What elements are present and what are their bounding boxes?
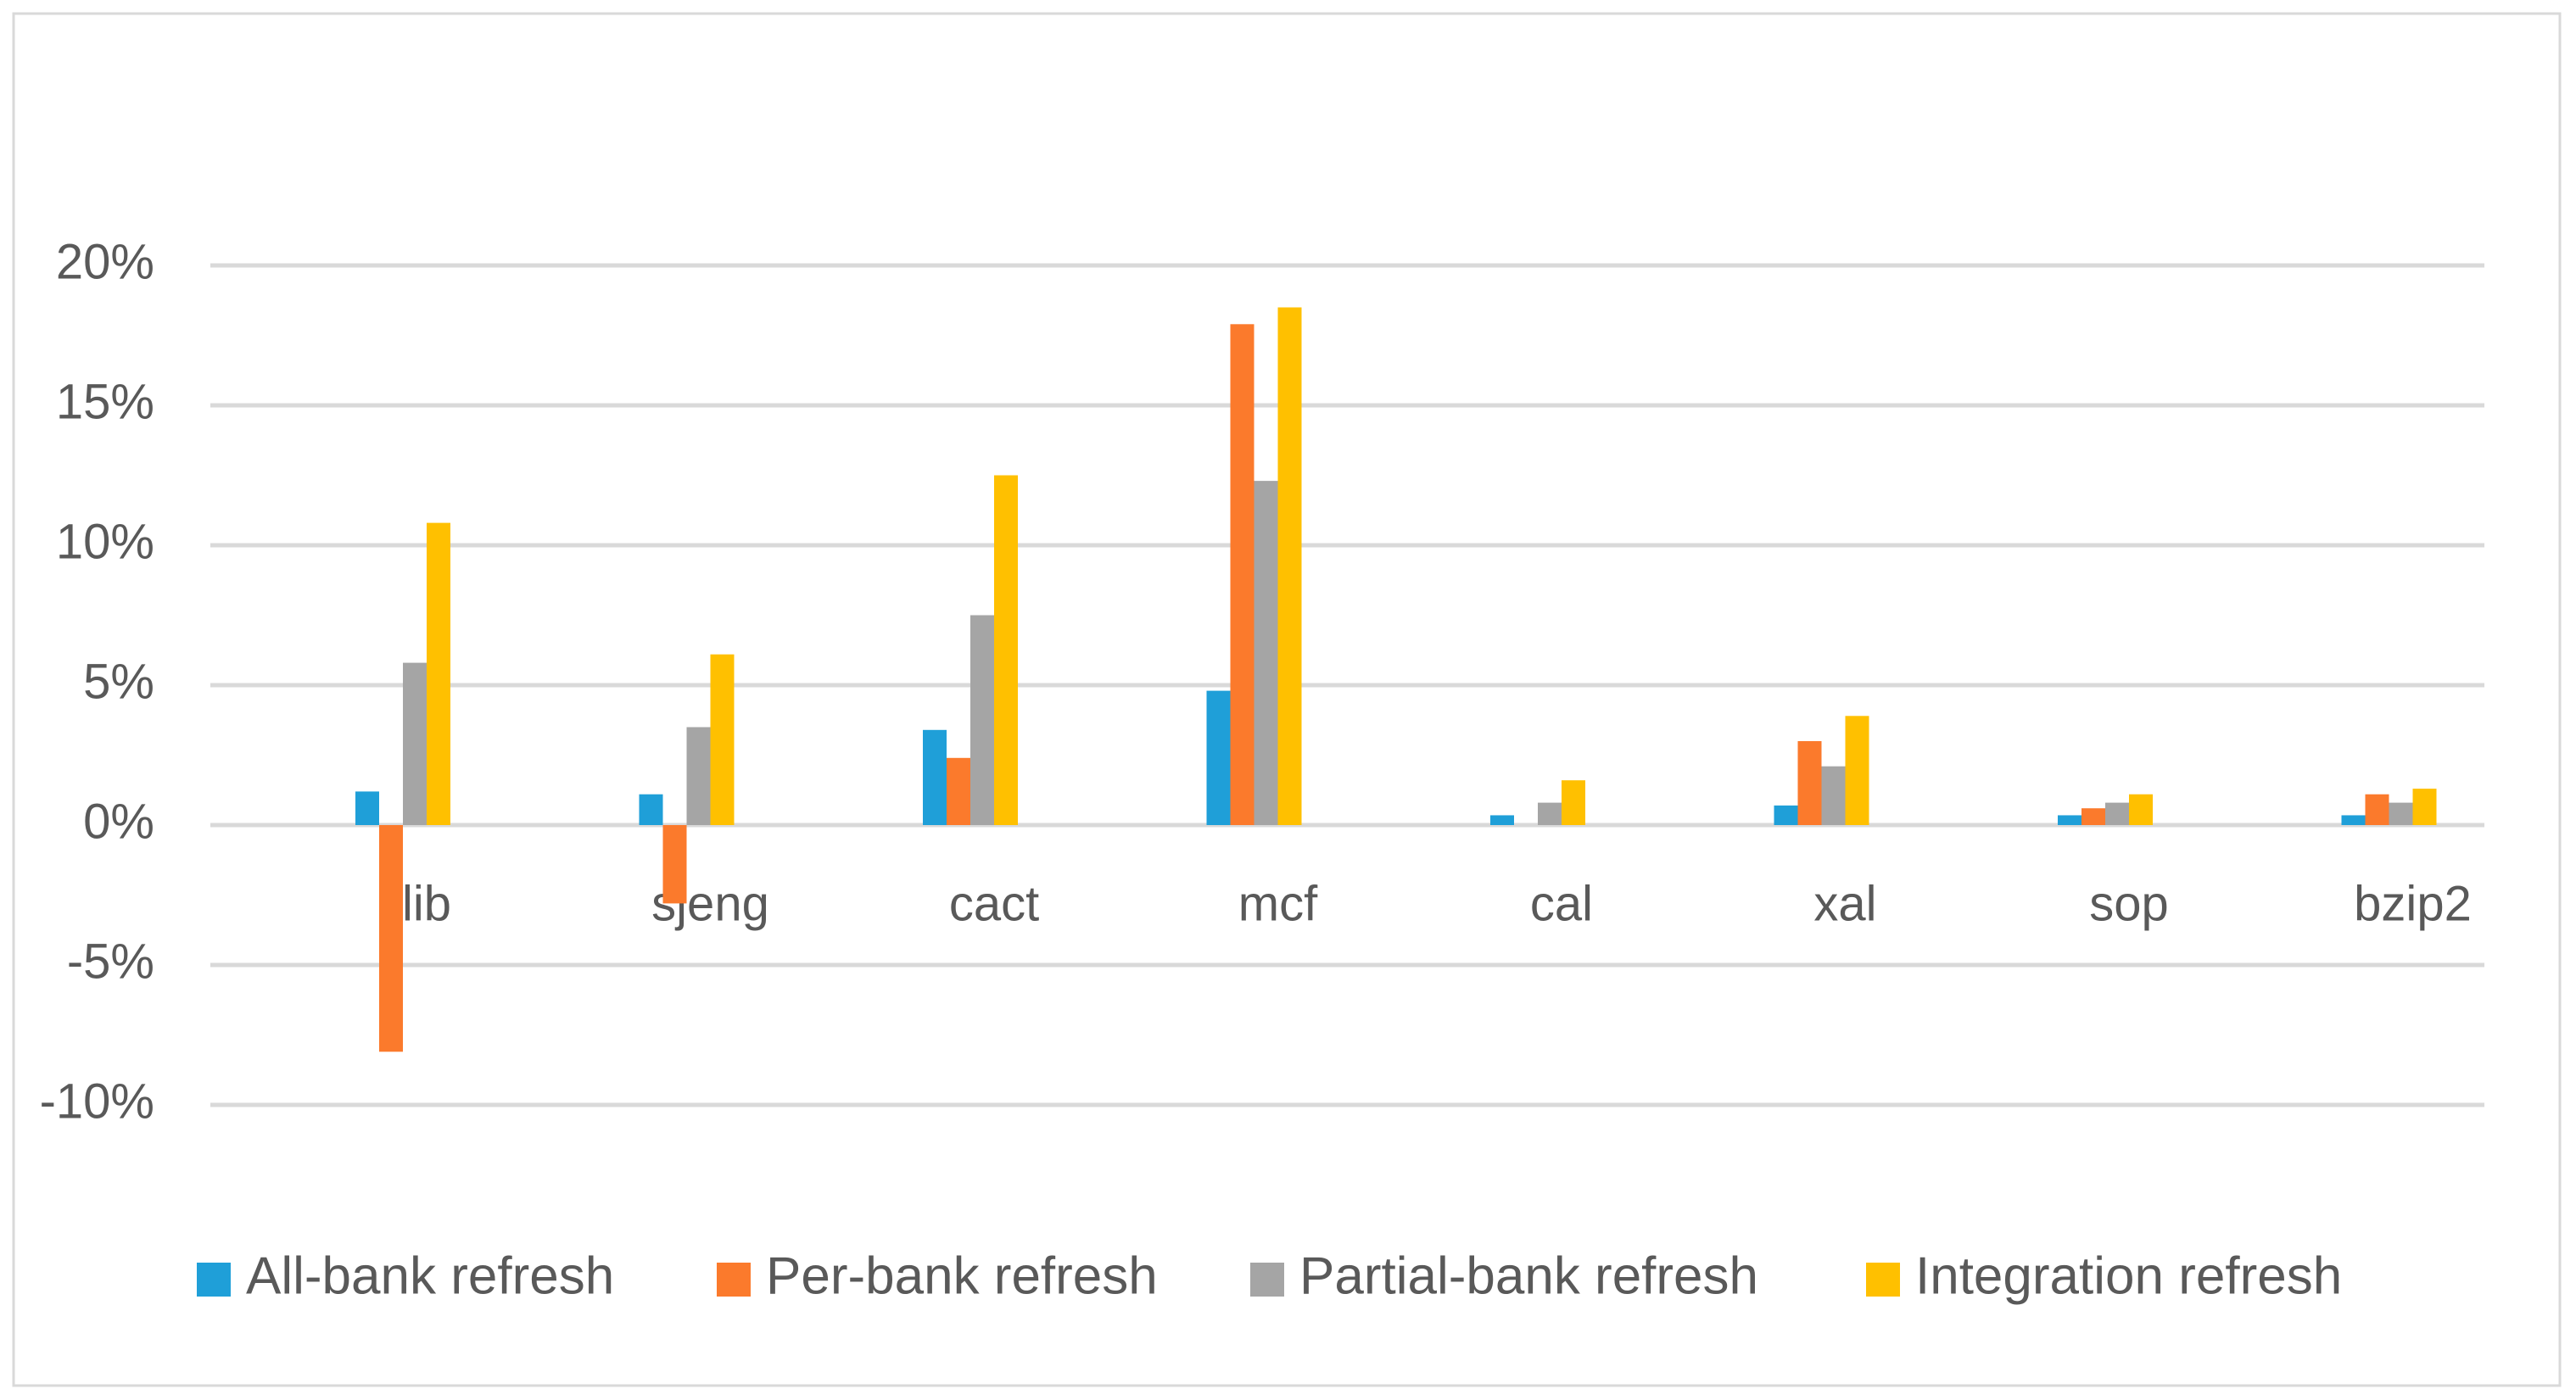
bar (686, 727, 711, 825)
bar (2341, 815, 2366, 825)
bar (2412, 789, 2437, 825)
bar (403, 662, 427, 825)
legend-swatch (1866, 1263, 1900, 1297)
bar (355, 791, 379, 825)
y-tick-label: 10% (56, 514, 154, 569)
bar (947, 757, 970, 825)
bar (2389, 802, 2413, 825)
bar (2105, 802, 2129, 825)
bar (2081, 808, 2105, 825)
x-tick-label: cact (949, 876, 1039, 931)
bar (639, 794, 663, 825)
bar (1206, 690, 1231, 825)
bar (1845, 716, 1869, 825)
bar (662, 825, 687, 904)
y-tick-label: 5% (83, 654, 154, 709)
legend-swatch (717, 1263, 751, 1297)
bar (970, 615, 994, 825)
bar (1562, 780, 1585, 825)
y-tick-label: 20% (56, 234, 154, 289)
bar (1254, 481, 1278, 825)
x-tick-label: sop (2089, 876, 2169, 931)
x-tick-label: xal (1813, 876, 1876, 931)
bar (710, 654, 735, 825)
y-tick-label: 0% (83, 794, 154, 849)
y-tick-label: -10% (40, 1074, 154, 1129)
bar (994, 475, 1018, 825)
bar (1490, 815, 1514, 825)
bar (1277, 307, 1302, 825)
bar (1538, 802, 1562, 825)
x-tick-label: cal (1530, 876, 1593, 931)
x-tick-label: mcf (1238, 876, 1318, 931)
legend-swatch (197, 1263, 231, 1297)
bar (379, 825, 403, 1052)
bar (2058, 815, 2081, 825)
legend-label: All-bank refresh (246, 1247, 614, 1305)
legend-label: Integration refresh (1915, 1247, 2342, 1305)
x-tick-label: bzip2 (2354, 876, 2472, 931)
bar (1230, 324, 1254, 825)
bar (2129, 794, 2153, 825)
bar (1821, 766, 1846, 825)
x-tick-label: lib (402, 876, 451, 931)
y-tick-label: -5% (67, 934, 154, 989)
bar (427, 522, 450, 825)
legend-label: Partial-bank refresh (1299, 1247, 1758, 1305)
legend-label: Per-bank refresh (766, 1247, 1158, 1305)
bar (2365, 794, 2389, 825)
bar (1774, 805, 1798, 825)
legend-swatch (1250, 1263, 1284, 1297)
bar (1797, 741, 1822, 825)
y-tick-label: 15% (56, 374, 154, 429)
bar (923, 729, 947, 825)
